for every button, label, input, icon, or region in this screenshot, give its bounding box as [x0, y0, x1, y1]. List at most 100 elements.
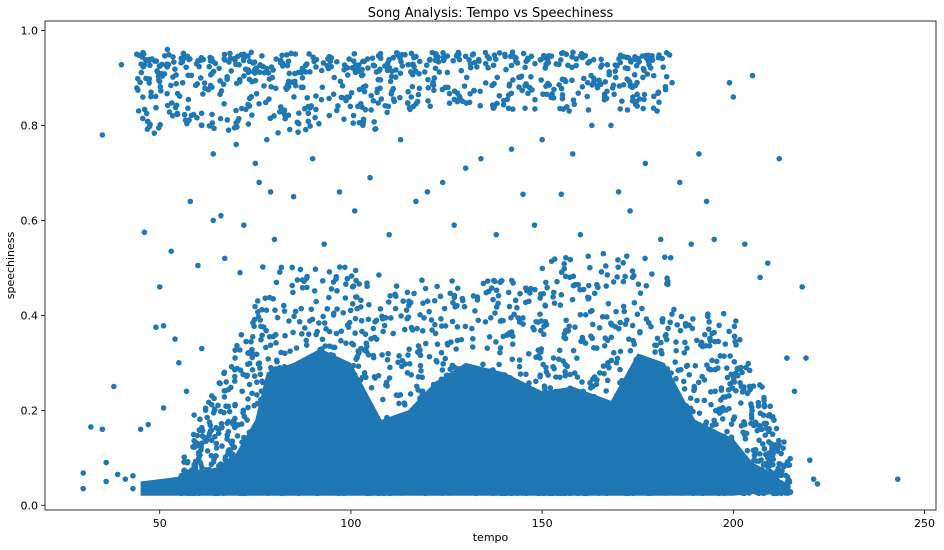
scatter-point [726, 79, 733, 86]
dense-point [275, 401, 282, 408]
dense-point [241, 434, 247, 441]
dense-point [517, 290, 523, 297]
dense-point [625, 77, 632, 84]
dense-point [579, 411, 586, 417]
dense-point [178, 55, 185, 62]
dense-point [672, 359, 678, 365]
dense-point [696, 425, 703, 431]
dense-point [429, 327, 435, 333]
scatter-point [198, 345, 205, 352]
dense-point [639, 305, 645, 312]
dense-point [237, 347, 243, 353]
dense-point [471, 87, 477, 94]
dense-point [204, 414, 210, 421]
dense-point [249, 390, 255, 397]
dense-point [519, 87, 526, 94]
dense-point [617, 379, 623, 386]
dense-point [281, 363, 288, 370]
dense-point [608, 320, 614, 327]
dense-point [633, 356, 640, 363]
dense-point [312, 381, 318, 387]
dense-point [573, 445, 579, 451]
dense-point [141, 106, 148, 113]
dense-point [221, 369, 228, 376]
dense-point [582, 466, 588, 473]
dense-point [269, 394, 276, 401]
dense-point [221, 394, 228, 400]
dense-point [582, 445, 589, 452]
dense-point [333, 330, 340, 337]
dense-point [196, 63, 202, 70]
dense-point [579, 471, 586, 478]
dense-point [580, 286, 587, 293]
dense-point [482, 60, 489, 67]
dense-point [643, 282, 650, 289]
dense-point [397, 392, 404, 398]
dense-point [597, 370, 603, 376]
y-tick-label: 1.0 [21, 24, 39, 37]
dense-point [234, 433, 241, 439]
dense-point [739, 369, 745, 376]
dense-point [173, 72, 179, 78]
dense-point [616, 403, 623, 410]
scatter-point [99, 132, 106, 138]
dense-point [510, 333, 516, 340]
dense-point [375, 471, 382, 478]
dense-point [286, 126, 293, 133]
dense-point [273, 340, 279, 346]
dense-point [465, 393, 472, 399]
dense-point [449, 486, 456, 492]
dense-point [515, 438, 522, 445]
dense-point [385, 299, 392, 305]
dense-point [557, 374, 563, 381]
dense-point [560, 358, 566, 364]
dense-point [325, 471, 332, 478]
dense-point [573, 433, 580, 440]
dense-point [459, 98, 466, 105]
dense-point [344, 470, 351, 477]
dense-point [277, 414, 283, 420]
dense-point [408, 324, 415, 331]
dense-point [532, 106, 538, 112]
dense-point [258, 396, 264, 403]
dense-point [182, 473, 189, 480]
dense-point [738, 465, 745, 472]
dense-point [579, 84, 586, 90]
dense-point [451, 96, 458, 103]
dense-point [336, 478, 343, 484]
dense-point [164, 102, 171, 109]
dense-point [307, 69, 313, 75]
dense-point [260, 324, 267, 330]
dense-point [726, 405, 732, 412]
dense-point [591, 78, 597, 85]
dense-point [422, 490, 429, 497]
dense-point [419, 390, 425, 397]
dense-point [281, 111, 288, 118]
dense-point [492, 434, 498, 441]
dense-point [350, 362, 357, 369]
dense-point [736, 488, 743, 494]
dense-point [787, 455, 794, 462]
dense-point [279, 430, 285, 437]
dense-point [254, 392, 260, 398]
dense-point [530, 409, 537, 416]
dense-point [235, 462, 242, 468]
dense-point [682, 339, 688, 346]
dense-point [556, 347, 563, 354]
dense-point [371, 63, 378, 69]
dense-point [217, 408, 224, 415]
dense-point [482, 435, 489, 441]
dense-point [678, 366, 684, 373]
dense-point [523, 400, 529, 406]
dense-point [240, 371, 246, 378]
dense-point [602, 470, 609, 477]
dense-point [594, 467, 601, 474]
chart-title: Song Analysis: Tempo vs Speechiness [368, 6, 614, 21]
dense-point [557, 57, 564, 63]
dense-point [359, 487, 365, 494]
dense-point [134, 85, 140, 91]
dense-point [629, 322, 636, 329]
dense-point [489, 82, 495, 89]
scatter-point [688, 241, 695, 247]
dense-point [614, 355, 621, 362]
